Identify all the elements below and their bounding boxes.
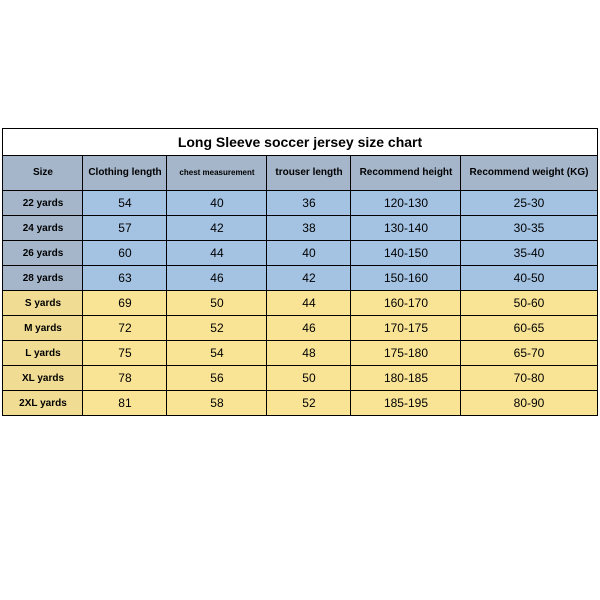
data-cell: 60	[83, 241, 167, 266]
data-cell: 46	[167, 266, 267, 291]
table-row: L yards755448175-18065-70	[3, 341, 597, 366]
size-chart-table: Long Sleeve soccer jersey size chart Siz…	[2, 128, 597, 416]
size-cell: L yards	[3, 341, 83, 366]
size-cell: XL yards	[3, 366, 83, 391]
data-cell: 42	[167, 216, 267, 241]
table-row: XL yards785650180-18570-80	[3, 366, 597, 391]
data-cell: 78	[83, 366, 167, 391]
data-cell: 50-60	[461, 291, 597, 316]
data-cell: 130-140	[351, 216, 461, 241]
data-cell: 46	[267, 316, 351, 341]
data-cell: 36	[267, 191, 351, 216]
data-cell: 40	[167, 191, 267, 216]
data-cell: 50	[167, 291, 267, 316]
data-cell: 150-160	[351, 266, 461, 291]
col-recommend-weight: Recommend weight (KG)	[461, 156, 597, 191]
data-cell: 52	[267, 391, 351, 416]
col-chest: chest measurement	[167, 156, 267, 191]
table-row: S yards695044160-17050-60	[3, 291, 597, 316]
data-cell: 57	[83, 216, 167, 241]
table-row: 28 yards634642150-16040-50	[3, 266, 597, 291]
data-cell: 44	[167, 241, 267, 266]
size-cell: 26 yards	[3, 241, 83, 266]
size-cell: M yards	[3, 316, 83, 341]
data-cell: 160-170	[351, 291, 461, 316]
col-size: Size	[3, 156, 83, 191]
data-cell: 69	[83, 291, 167, 316]
col-clothing-length: Clothing length	[83, 156, 167, 191]
data-cell: 180-185	[351, 366, 461, 391]
size-cell: 22 yards	[3, 191, 83, 216]
size-cell: 24 yards	[3, 216, 83, 241]
data-cell: 65-70	[461, 341, 597, 366]
data-cell: 30-35	[461, 216, 597, 241]
data-cell: 48	[267, 341, 351, 366]
data-cell: 120-130	[351, 191, 461, 216]
data-cell: 38	[267, 216, 351, 241]
size-cell: 28 yards	[3, 266, 83, 291]
data-cell: 44	[267, 291, 351, 316]
data-cell: 40-50	[461, 266, 597, 291]
data-cell: 56	[167, 366, 267, 391]
data-cell: 40	[267, 241, 351, 266]
col-trouser-length: trouser length	[267, 156, 351, 191]
data-cell: 140-150	[351, 241, 461, 266]
data-cell: 58	[167, 391, 267, 416]
data-cell: 175-180	[351, 341, 461, 366]
data-cell: 52	[167, 316, 267, 341]
header-row: Size Clothing length chest measurement t…	[3, 156, 597, 191]
size-cell: 2XL yards	[3, 391, 83, 416]
table-row: 22 yards544036120-13025-30	[3, 191, 597, 216]
data-cell: 80-90	[461, 391, 597, 416]
data-cell: 50	[267, 366, 351, 391]
data-cell: 60-65	[461, 316, 597, 341]
data-cell: 42	[267, 266, 351, 291]
size-cell: S yards	[3, 291, 83, 316]
data-cell: 25-30	[461, 191, 597, 216]
data-cell: 185-195	[351, 391, 461, 416]
table-row: 24 yards574238130-14030-35	[3, 216, 597, 241]
table-row: M yards725246170-17560-65	[3, 316, 597, 341]
table-row: 2XL yards815852185-19580-90	[3, 391, 597, 416]
data-cell: 54	[167, 341, 267, 366]
col-recommend-height: Recommend height	[351, 156, 461, 191]
table-row: 26 yards604440140-15035-40	[3, 241, 597, 266]
data-cell: 70-80	[461, 366, 597, 391]
data-cell: 81	[83, 391, 167, 416]
data-cell: 72	[83, 316, 167, 341]
data-cell: 170-175	[351, 316, 461, 341]
data-cell: 35-40	[461, 241, 597, 266]
table-title: Long Sleeve soccer jersey size chart	[3, 129, 597, 156]
data-cell: 63	[83, 266, 167, 291]
data-cell: 75	[83, 341, 167, 366]
data-cell: 54	[83, 191, 167, 216]
table-body: 22 yards544036120-13025-3024 yards574238…	[3, 191, 597, 416]
